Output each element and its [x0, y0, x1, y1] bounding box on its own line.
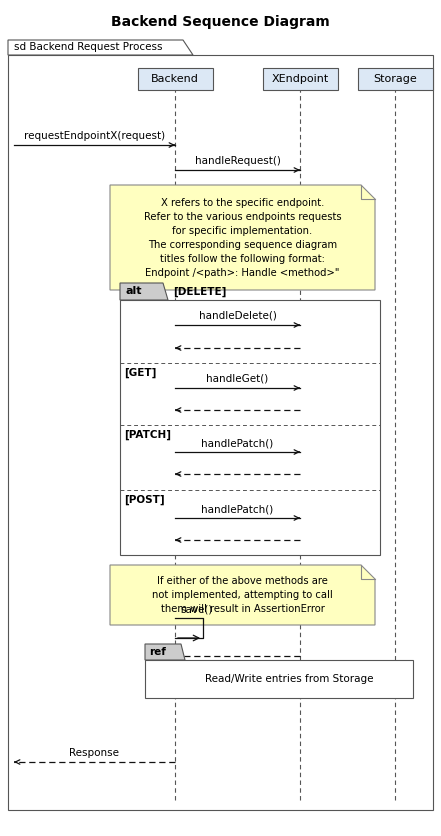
- Text: Backend: Backend: [151, 74, 199, 84]
- FancyBboxPatch shape: [138, 68, 213, 90]
- Text: X refers to the specific endpoint.
Refer to the various endpoints requests
for s: X refers to the specific endpoint. Refer…: [144, 197, 341, 278]
- Text: If either of the above methods are
not implemented, attempting to call
them will: If either of the above methods are not i…: [152, 576, 333, 614]
- Text: handleDelete(): handleDelete(): [198, 311, 277, 321]
- Polygon shape: [110, 185, 375, 290]
- Polygon shape: [110, 565, 375, 625]
- Text: requestEndpointX(request): requestEndpointX(request): [24, 131, 165, 141]
- FancyBboxPatch shape: [145, 660, 413, 698]
- Text: alt: alt: [125, 287, 142, 297]
- Text: handlePatch(): handlePatch(): [202, 438, 273, 448]
- Text: handleRequest(): handleRequest(): [194, 156, 280, 166]
- Text: [DELETE]: [DELETE]: [173, 287, 226, 297]
- Text: XEndpoint: XEndpoint: [271, 74, 329, 84]
- FancyBboxPatch shape: [262, 68, 337, 90]
- FancyBboxPatch shape: [358, 68, 433, 90]
- Text: Backend Sequence Diagram: Backend Sequence Diagram: [111, 15, 329, 29]
- FancyBboxPatch shape: [8, 55, 433, 810]
- Text: save(): save(): [180, 605, 213, 615]
- Text: sd Backend Request Process: sd Backend Request Process: [14, 43, 162, 53]
- Text: handleGet(): handleGet(): [206, 374, 269, 384]
- Text: [PATCH]: [PATCH]: [124, 430, 171, 440]
- Text: Storage: Storage: [373, 74, 417, 84]
- Text: Read/Write entries from Storage: Read/Write entries from Storage: [205, 674, 373, 684]
- Text: handlePatch(): handlePatch(): [202, 504, 273, 514]
- Text: Response: Response: [70, 748, 120, 758]
- Polygon shape: [120, 283, 168, 300]
- Text: ref: ref: [149, 647, 166, 657]
- Polygon shape: [145, 644, 185, 660]
- Polygon shape: [8, 40, 193, 55]
- Text: [POST]: [POST]: [124, 495, 164, 505]
- Text: [GET]: [GET]: [124, 368, 157, 378]
- FancyBboxPatch shape: [120, 300, 380, 555]
